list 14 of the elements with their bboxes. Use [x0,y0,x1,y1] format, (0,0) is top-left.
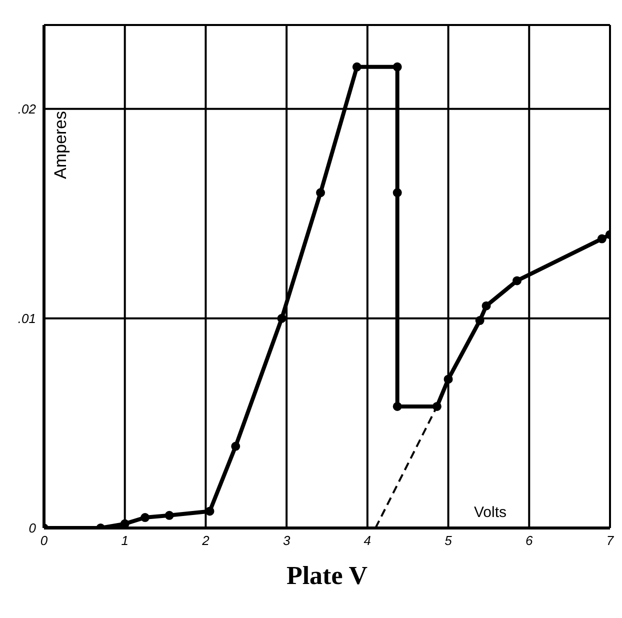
y-tick-label: 0 [28,520,37,536]
y-tick-label: .01 [18,311,36,326]
y-axis-title: Amperes [51,110,70,180]
x-tick-label: 6 [526,533,534,548]
y-tick-label: .02 [18,101,37,116]
x-tick-label: 7 [606,533,614,548]
x-tick-label: 5 [444,533,453,548]
x-tick-label: 3 [282,533,291,548]
x-tick-label: 0 [40,533,48,548]
annotation: Volts [474,504,507,521]
x-axis-title: Plate V [286,561,368,590]
x-tick-label: 2 [201,533,210,548]
x-tick-label: 1 [121,533,128,548]
x-tick-label: 4 [364,533,372,548]
